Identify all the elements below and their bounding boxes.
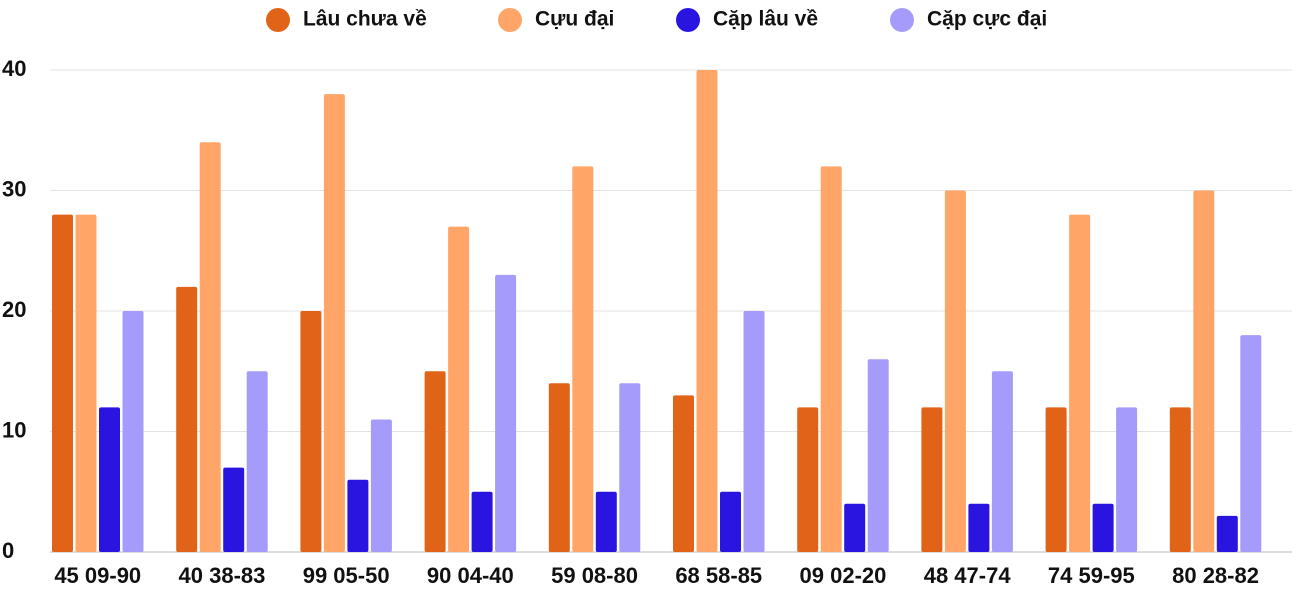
bar — [99, 407, 120, 552]
bar — [991, 371, 1013, 552]
y-tick-label: 20 — [2, 297, 26, 322]
bar — [1169, 407, 1191, 552]
legend-marker — [498, 8, 522, 32]
bar — [223, 467, 245, 552]
bar — [867, 359, 889, 552]
bar — [176, 286, 198, 552]
legend-marker — [266, 8, 290, 32]
bar — [370, 419, 392, 552]
bar — [323, 94, 345, 552]
x-tick-label: 09 02-20 — [800, 563, 887, 588]
x-tick-label: 74 59-95 — [1048, 563, 1135, 588]
legend-label: Cựu đại — [535, 8, 614, 31]
bar — [548, 383, 570, 552]
bar — [944, 190, 966, 552]
bar — [1216, 515, 1238, 552]
x-tick-label: 45 09-90 — [54, 563, 141, 588]
bar — [595, 491, 617, 552]
bar — [122, 311, 144, 552]
bar — [921, 407, 943, 552]
x-tick-label: 80 28-82 — [1172, 563, 1259, 588]
x-tick-label: 68 58-85 — [675, 563, 762, 588]
bar — [300, 311, 322, 552]
bar — [743, 311, 765, 552]
bar — [797, 407, 819, 552]
bar — [246, 371, 268, 552]
legend-label: Cặp lâu về — [713, 8, 818, 31]
bar — [696, 70, 718, 552]
bar — [1092, 503, 1114, 552]
y-tick-label: 30 — [2, 176, 26, 201]
y-tick-label: 10 — [2, 417, 26, 442]
bar — [1193, 190, 1215, 552]
y-tick-label: 0 — [2, 538, 14, 563]
bar — [1240, 335, 1262, 552]
bar — [424, 371, 446, 552]
y-tick-label: 40 — [2, 56, 26, 81]
bar — [1116, 407, 1138, 552]
legend-label: Lâu chưa về — [303, 8, 427, 31]
legend-label: Cặp cực đại — [927, 8, 1047, 31]
x-tick-label: 48 47-74 — [924, 563, 1012, 588]
bar — [448, 226, 470, 552]
bar — [471, 491, 493, 552]
bar — [495, 274, 517, 552]
bar — [75, 214, 97, 552]
x-tick-label: 59 08-80 — [551, 563, 638, 588]
x-tick-label: 99 05-50 — [303, 563, 390, 588]
legend-marker — [676, 8, 700, 32]
legend-marker — [890, 8, 914, 32]
bar — [720, 491, 741, 552]
bar — [673, 395, 694, 552]
bar — [619, 383, 641, 552]
bar — [572, 166, 594, 552]
bar — [820, 166, 842, 552]
bar — [52, 214, 73, 552]
bar — [844, 503, 866, 552]
bar — [199, 142, 221, 553]
bar — [1069, 214, 1091, 552]
x-tick-label: 40 38-83 — [179, 563, 266, 588]
x-tick-label: 90 04-40 — [427, 563, 514, 588]
bar — [347, 479, 369, 552]
bar — [1045, 407, 1067, 552]
bar — [968, 503, 990, 552]
